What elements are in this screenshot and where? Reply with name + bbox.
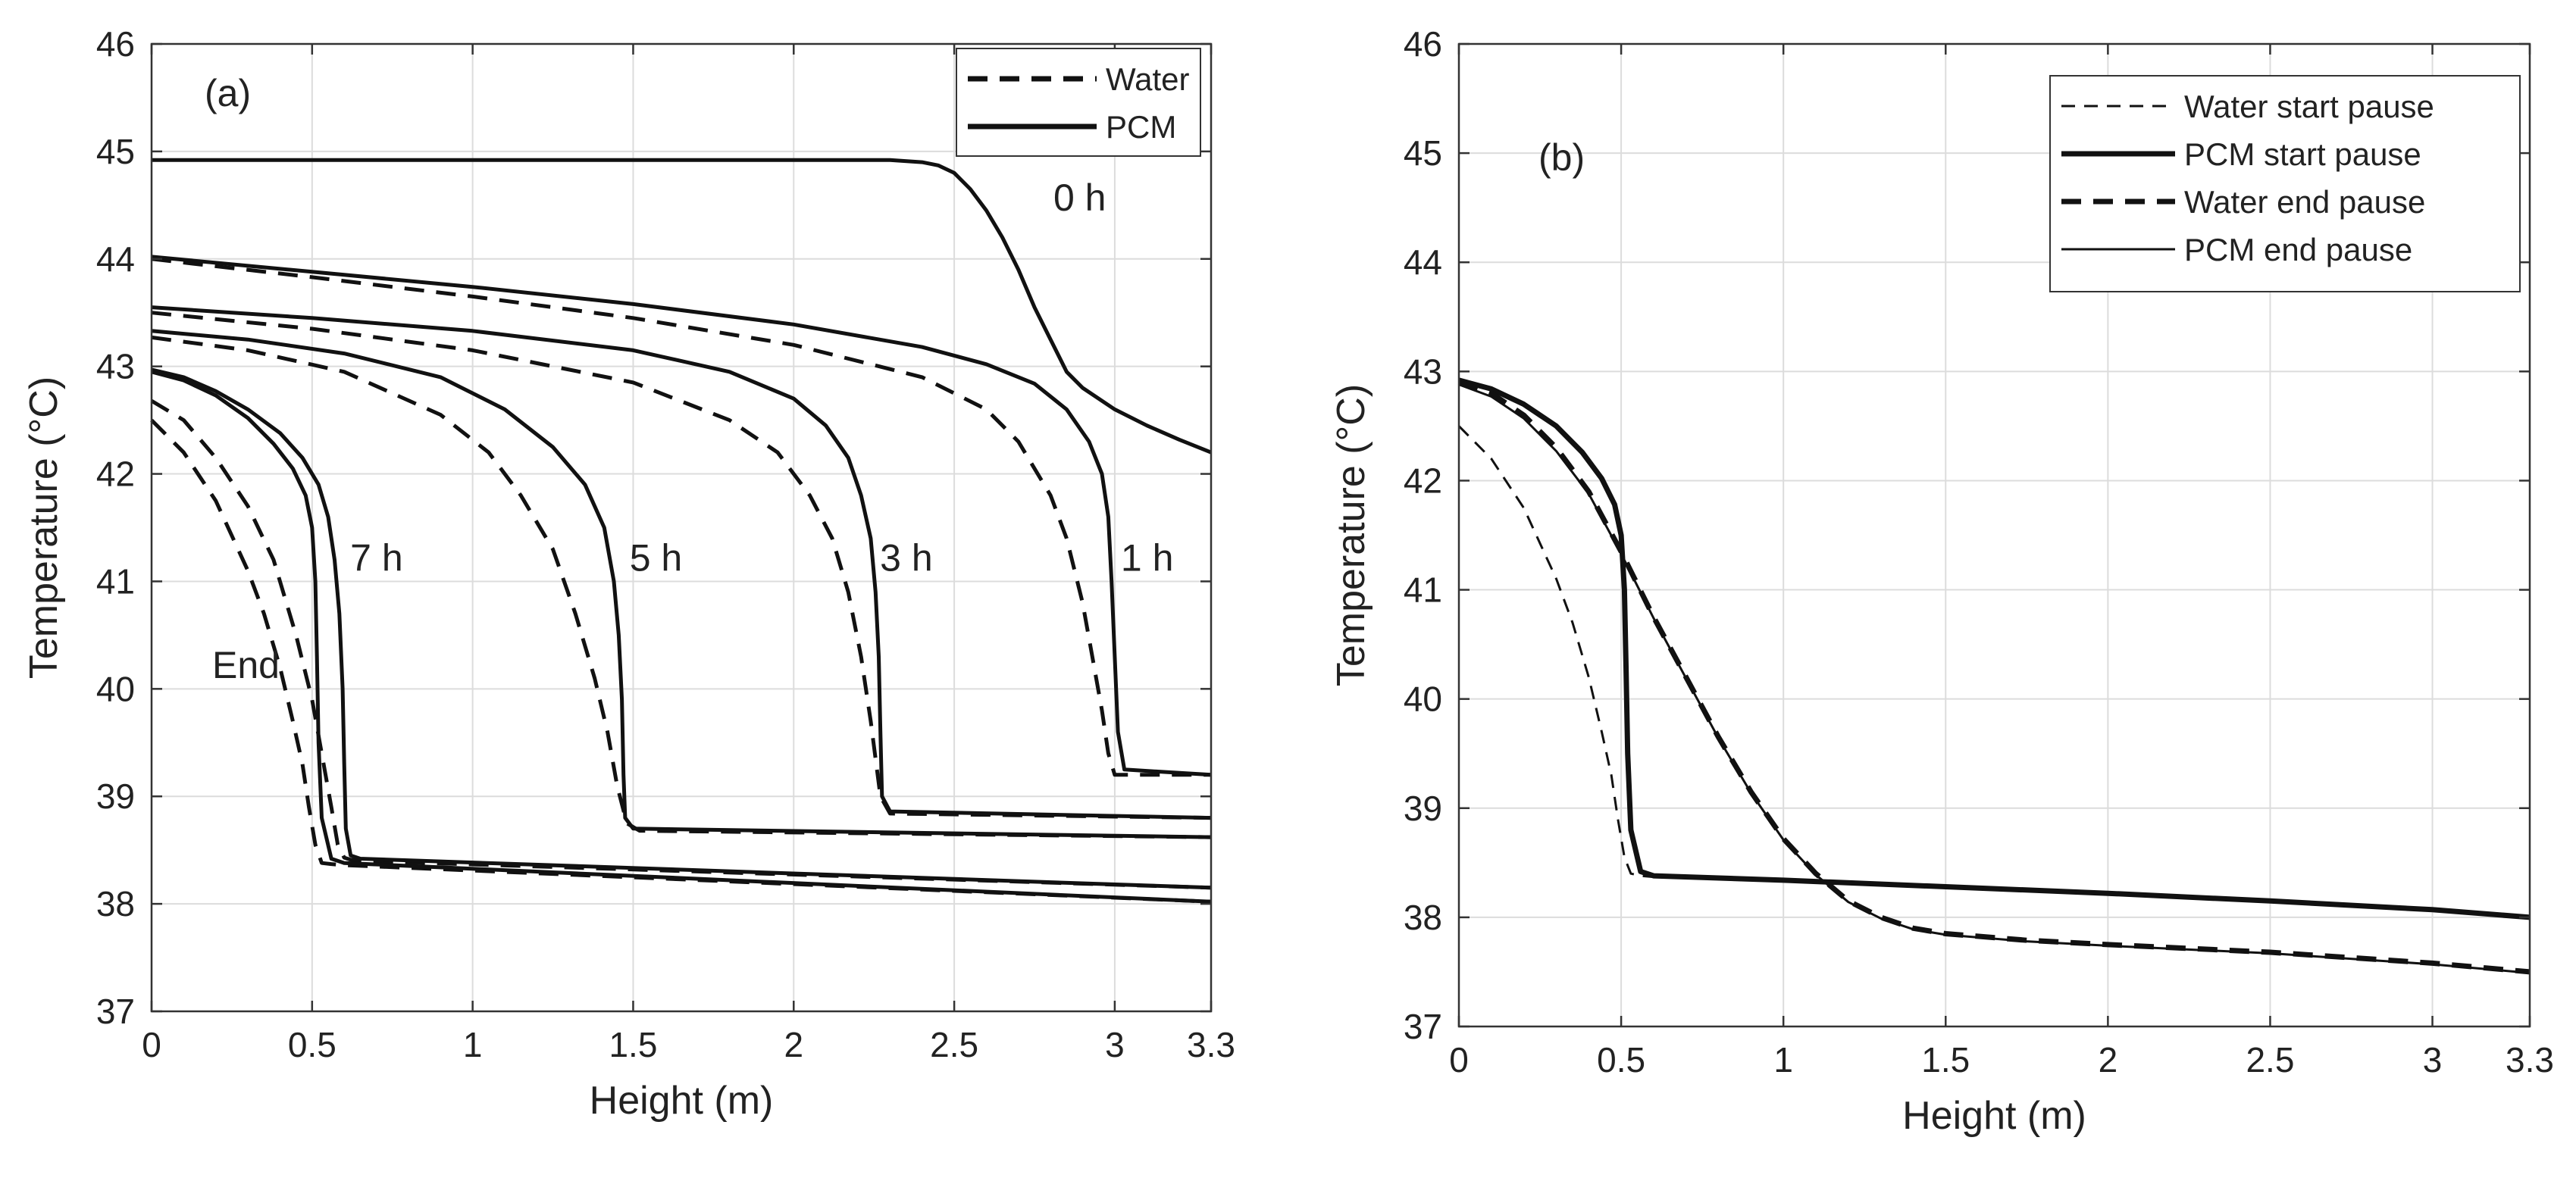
axes-box bbox=[150, 42, 1213, 1013]
x-tick-label: 0 bbox=[1449, 1040, 1469, 1080]
y-tick-label: 40 bbox=[1404, 680, 1442, 719]
x-tick-label: 3.3 bbox=[2506, 1040, 2554, 1080]
y-tick-label: 41 bbox=[1404, 570, 1442, 610]
series-line-pcm-0-h bbox=[152, 158, 1212, 455]
y-tick-label: 38 bbox=[96, 884, 135, 923]
legend-label: PCM bbox=[1106, 109, 1176, 145]
curve-annotation: 1 h bbox=[1121, 536, 1174, 579]
series-line-water-1-h bbox=[151, 257, 1211, 777]
y-tick-label: 41 bbox=[96, 561, 135, 601]
curve-annotation: 0 h bbox=[1053, 177, 1106, 219]
series-line-pcm-end-pause bbox=[1458, 383, 2531, 974]
legend-label: PCM end pause bbox=[2184, 232, 2412, 267]
series-line-pcm-end bbox=[151, 370, 1212, 904]
y-axis-label: Temperature (°C) bbox=[22, 377, 66, 679]
series-line-pcm-start-pause bbox=[1458, 377, 2531, 920]
y-axis-label: Temperature (°C) bbox=[1329, 384, 1373, 686]
series-line-pcm-1-h bbox=[151, 255, 1212, 777]
axes-box bbox=[1457, 42, 2531, 1028]
y-tick-label: 45 bbox=[96, 132, 135, 171]
y-tick-label: 43 bbox=[96, 347, 135, 386]
series-line-water-3-h bbox=[151, 311, 1212, 820]
legend-label: Water start pause bbox=[2184, 89, 2434, 124]
y-tick-label: 46 bbox=[96, 24, 135, 64]
curve-annotation: 3 h bbox=[880, 536, 933, 579]
y-tick-label: 46 bbox=[1404, 24, 1442, 64]
x-tick-label: 2 bbox=[784, 1025, 803, 1064]
x-tick-label: 3 bbox=[1105, 1025, 1125, 1064]
y-tick-label: 39 bbox=[1404, 789, 1442, 828]
legend-label: Water end pause bbox=[2184, 184, 2425, 220]
series-line-water-end bbox=[150, 418, 1212, 904]
y-tick-label: 44 bbox=[1404, 242, 1442, 282]
x-axis-label: Height (m) bbox=[590, 1079, 774, 1123]
x-tick-label: 2 bbox=[2099, 1040, 2118, 1080]
series-line-water-5-h bbox=[151, 335, 1212, 839]
curve-annotation: 7 h bbox=[350, 536, 403, 579]
y-tick-label: 42 bbox=[1404, 461, 1442, 500]
x-tick-label: 3 bbox=[2423, 1040, 2443, 1080]
y-tick-label: 42 bbox=[96, 455, 135, 494]
chart-panel-b: 0 0.5 1 1.5 2 2.5 3 3.3 37 38 39 40 41 42 43 44 45 46 Heig… bbox=[1329, 24, 2554, 1138]
y-tick-label: 37 bbox=[1404, 1007, 1442, 1046]
curve-annotation: End bbox=[212, 644, 280, 686]
y-tick-label: 40 bbox=[96, 669, 135, 708]
x-tick-label: 0.5 bbox=[1597, 1040, 1645, 1080]
x-tick-label: 0 bbox=[142, 1025, 161, 1064]
panel-label: (a) bbox=[205, 72, 251, 114]
y-tick-label: 43 bbox=[1404, 352, 1442, 391]
legend: Water start pause PCM start pause Water en… bbox=[2049, 75, 2521, 292]
y-tick-label: 45 bbox=[1404, 133, 1442, 173]
y-tick-label: 38 bbox=[1404, 898, 1442, 937]
series-line-pcm-3-h bbox=[151, 305, 1212, 820]
x-tick-label: 1 bbox=[463, 1025, 483, 1064]
y-tick-label: 39 bbox=[96, 776, 135, 816]
series-line-water-7-h bbox=[150, 398, 1212, 890]
x-tick-label: 2.5 bbox=[2246, 1040, 2294, 1080]
legend-box bbox=[956, 48, 1201, 157]
chart-panel-a: 0 0.5 1 1.5 2 2.5 3 3.3 37 38 39 40 41 42 43 44 45 46 Heig… bbox=[22, 24, 1235, 1123]
x-tick-label: 3.3 bbox=[1187, 1025, 1235, 1064]
x-tick-label: 1 bbox=[1773, 1040, 1793, 1080]
panel-label: (b) bbox=[1538, 136, 1585, 179]
x-tick-label: 1.5 bbox=[609, 1025, 657, 1064]
y-tick-label: 37 bbox=[96, 992, 135, 1031]
x-tick-label: 1.5 bbox=[1921, 1040, 1970, 1080]
y-tick-label: 44 bbox=[96, 239, 135, 279]
legend-label: Water bbox=[1106, 61, 1189, 97]
curve-annotation: 5 h bbox=[630, 536, 683, 579]
series-line-pcm-7-h bbox=[151, 367, 1212, 890]
legend-label: PCM start pause bbox=[2184, 136, 2421, 172]
series-line-pcm-5-h bbox=[151, 329, 1212, 839]
x-tick-label: 2.5 bbox=[930, 1025, 978, 1064]
legend-box bbox=[2049, 75, 2521, 292]
legend: Water PCM bbox=[956, 48, 1201, 157]
x-tick-label: 0.5 bbox=[288, 1025, 336, 1064]
x-axis-label: Height (m) bbox=[1902, 1094, 2086, 1138]
